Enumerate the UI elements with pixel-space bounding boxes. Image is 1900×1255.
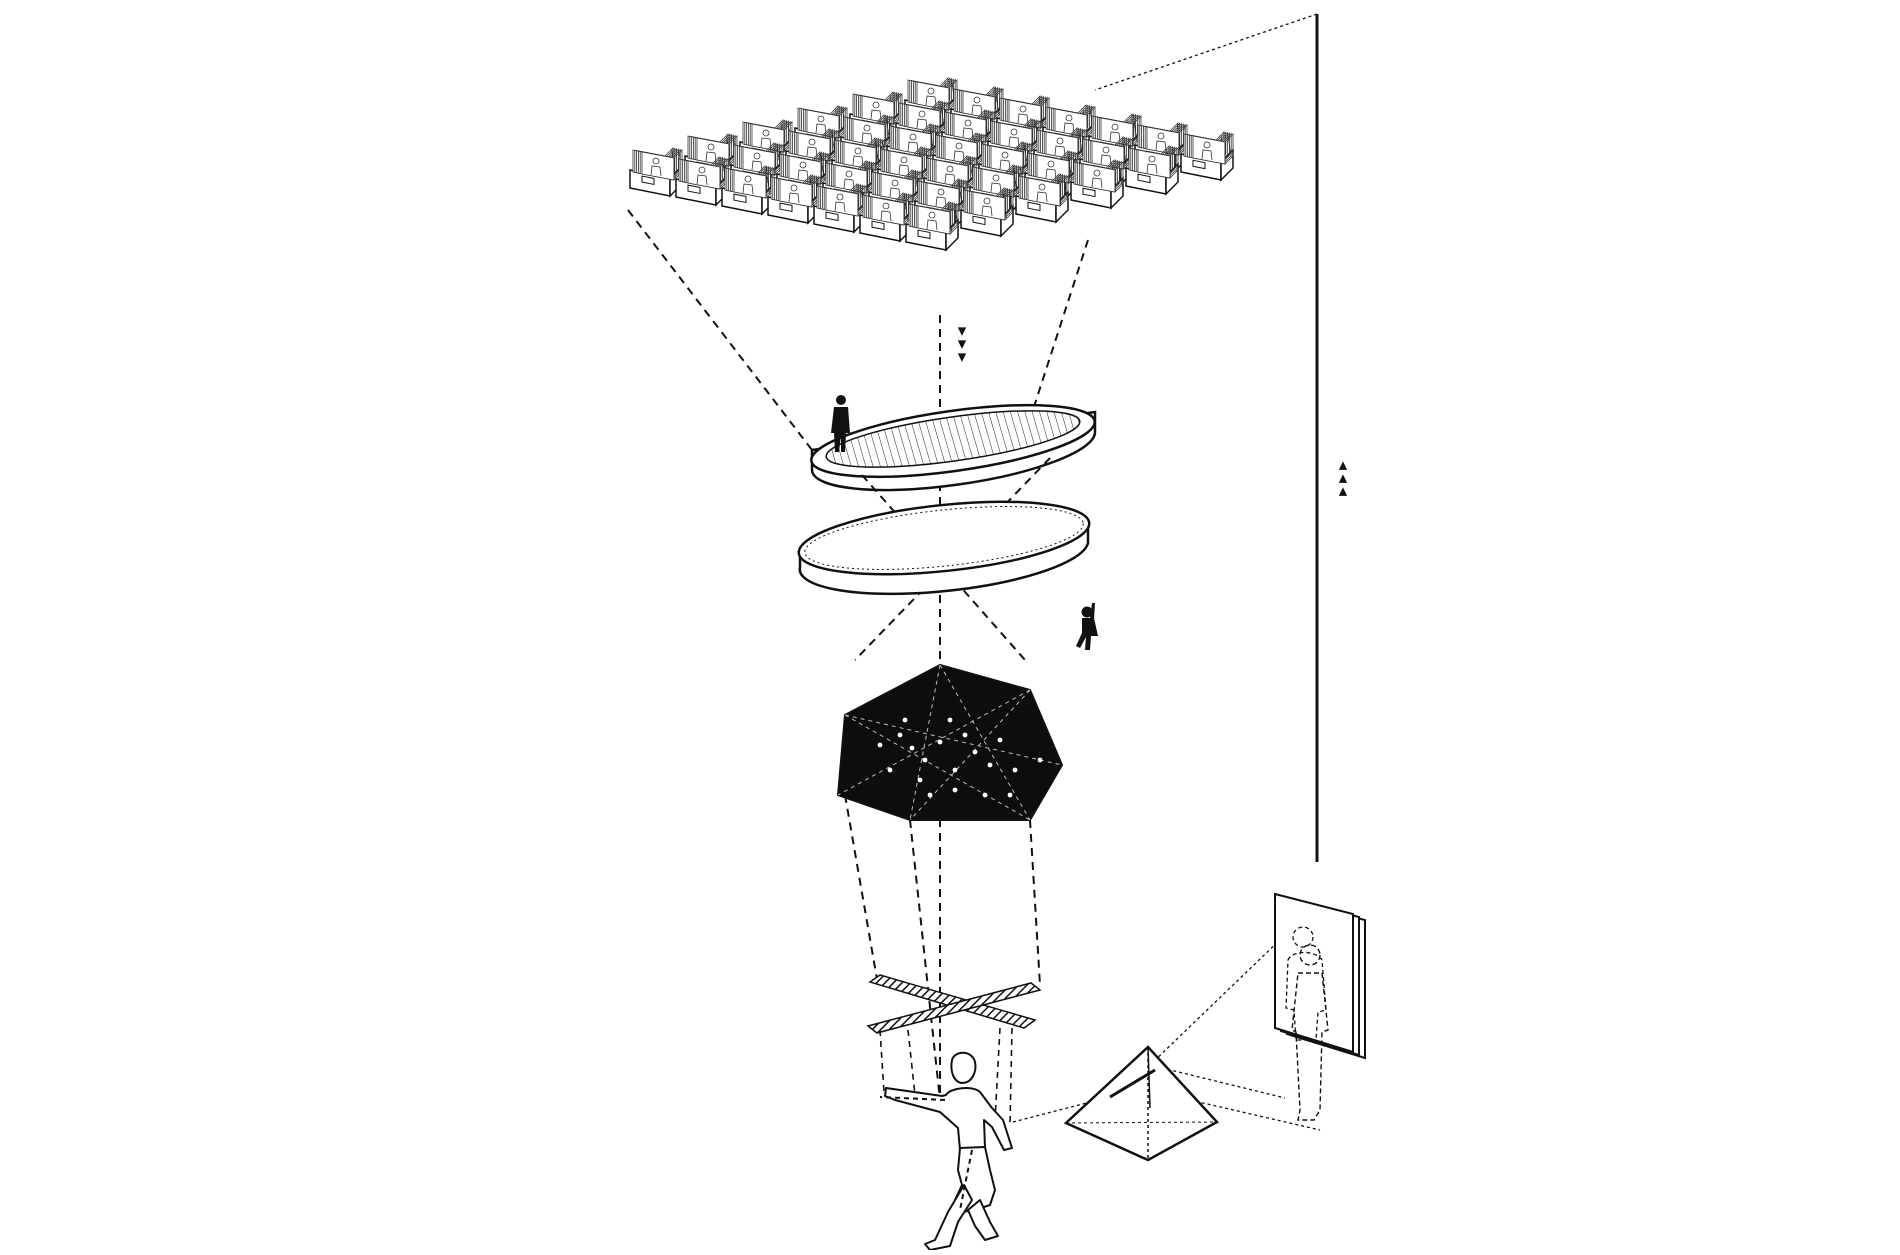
- star-dot: [927, 792, 933, 798]
- archive-box: [1180, 131, 1234, 182]
- star-dot: [972, 749, 978, 755]
- star-dot: [922, 757, 928, 763]
- star-dot: [1037, 757, 1043, 763]
- puppet-strings: [879, 1027, 1013, 1126]
- archive-box: [629, 147, 683, 198]
- archive-box: [813, 183, 867, 234]
- archive-box: [767, 174, 821, 225]
- star-dot: [902, 717, 908, 723]
- star-dot: [1007, 792, 1013, 798]
- archive-box: [675, 156, 729, 207]
- star-dot: [982, 792, 988, 798]
- archive-box: [1070, 159, 1124, 210]
- disc-platform-lower: [797, 500, 1098, 650]
- archive-box: [996, 95, 1050, 146]
- rod-dotted-link: [1094, 13, 1318, 91]
- portrait-silhouette: [1285, 926, 1327, 1041]
- star-dot: [877, 742, 883, 748]
- star-dot: [952, 787, 958, 793]
- archive-box: [1125, 145, 1179, 196]
- star-dot: [987, 762, 993, 768]
- star-dot: [997, 737, 1003, 743]
- dotted-links: [1012, 934, 1321, 1131]
- archive-box: [1015, 173, 1069, 224]
- hatched-cross: [866, 974, 1042, 1034]
- projection-lines-bottom: [844, 794, 1041, 1101]
- archive-box: [721, 165, 775, 216]
- archive-grid: [629, 77, 1234, 252]
- star-dot: [897, 732, 903, 738]
- star-dot: [917, 777, 923, 783]
- walking-figure: [879, 1051, 1013, 1251]
- vertical-rod: [1094, 13, 1319, 862]
- star-dot: [909, 745, 915, 751]
- star-dot: [887, 767, 893, 773]
- archive-box: [859, 192, 913, 243]
- star-polyhedron: [836, 663, 1064, 821]
- up-arrows: ▲▲▲: [1337, 459, 1350, 498]
- hanging-figure: [1076, 603, 1098, 650]
- standing-figure: [831, 395, 850, 452]
- star-dot: [952, 767, 958, 773]
- archive-box: [905, 201, 959, 252]
- star-dot: [937, 739, 943, 745]
- star-dot: [1012, 767, 1018, 773]
- star-dot: [947, 717, 953, 723]
- projection-lines-top: [627, 209, 1089, 1100]
- ghost-figure: [1291, 944, 1329, 1121]
- archive-box: [960, 187, 1014, 238]
- disc-platform-upper: [810, 395, 1097, 492]
- star-dot: [962, 732, 968, 738]
- pyramid: [1063, 1045, 1219, 1162]
- down-arrows: ▼▼▼: [956, 325, 969, 364]
- stacked-portrait-frames: [1274, 892, 1366, 1060]
